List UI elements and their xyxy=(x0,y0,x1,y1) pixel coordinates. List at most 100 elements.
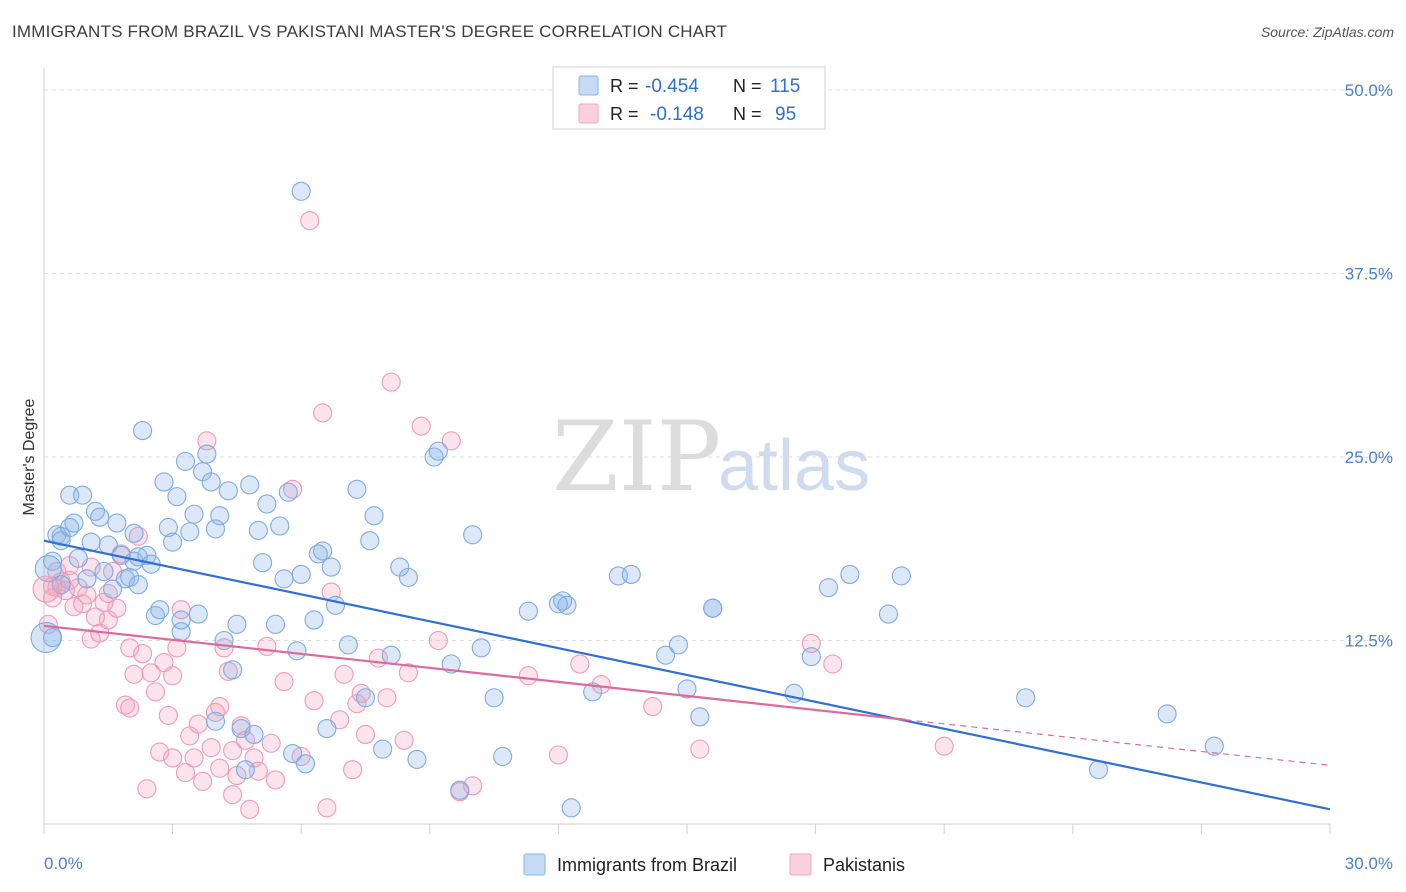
brazil-point xyxy=(240,475,260,495)
brazil-point xyxy=(493,746,513,767)
brazil-point xyxy=(338,635,358,655)
pakistani-point xyxy=(158,705,178,725)
legend-swatch-pakistanis xyxy=(578,103,599,124)
brazil-point xyxy=(360,531,380,551)
pakistani-point xyxy=(197,431,217,451)
brazil-point xyxy=(158,517,178,538)
pakistani-point xyxy=(188,714,208,734)
brazil-point xyxy=(253,553,273,573)
brazil-point xyxy=(321,557,341,577)
pakistani-point xyxy=(141,663,161,683)
brazil-point xyxy=(313,541,333,561)
brazil-point xyxy=(180,522,200,542)
pakistani-point xyxy=(175,763,196,783)
brazil-point xyxy=(891,566,911,586)
pakistani-point xyxy=(184,748,204,768)
brazil-point xyxy=(656,645,676,665)
brazil-point xyxy=(283,743,303,764)
brazil-point xyxy=(244,724,264,745)
brazil-point xyxy=(94,561,114,582)
legend-r-value-2: -0.148 xyxy=(650,104,704,125)
pakistani-point xyxy=(257,636,277,656)
brazil-point xyxy=(163,532,183,552)
watermark: ZIP atlas xyxy=(552,401,870,513)
pakistani-point xyxy=(107,598,127,618)
pakistani-point xyxy=(120,698,140,718)
brazil-point xyxy=(1157,704,1177,724)
pakistani-point xyxy=(32,575,60,603)
brazil-point xyxy=(43,551,63,571)
pakistani-point xyxy=(193,771,213,791)
pakistani-point xyxy=(124,664,144,684)
brazil-point xyxy=(68,548,88,568)
stats-legend: R = -0.454 N = 115 R = -0.148 N = 95 xyxy=(552,66,826,130)
pakistani-point xyxy=(167,638,187,658)
brazil-point xyxy=(373,739,393,759)
pakistani-point xyxy=(210,758,230,778)
brazil-point xyxy=(218,481,238,501)
brazil-point xyxy=(428,441,448,461)
pakistani-point xyxy=(261,733,281,753)
pakistani-point xyxy=(428,630,448,651)
pakistani-point xyxy=(300,211,320,231)
pakistani-point xyxy=(133,644,153,664)
pakistani-point xyxy=(381,372,401,392)
pakistani-point xyxy=(163,666,183,686)
brazil-point xyxy=(621,564,641,584)
brazil-point xyxy=(1016,688,1036,708)
brazil-point xyxy=(801,647,821,667)
brazil-point xyxy=(107,513,127,533)
pakistani-point xyxy=(145,682,166,702)
brazil-point xyxy=(441,654,461,674)
pakistani-trend-line xyxy=(43,624,906,721)
legend-n-label-2: N = xyxy=(733,104,762,124)
brazil-point xyxy=(278,482,298,502)
brazil-point xyxy=(407,749,427,769)
brazil-point xyxy=(878,604,899,624)
brazil-point xyxy=(197,444,217,464)
pakistani-point xyxy=(411,416,431,436)
brazil-point xyxy=(124,523,144,543)
brazil-point xyxy=(133,421,153,441)
brazil-point xyxy=(51,575,71,595)
pakistani-point xyxy=(77,585,97,605)
brazil-point xyxy=(291,181,311,201)
brazil-point xyxy=(210,506,230,526)
brazil-point xyxy=(128,547,148,567)
brazil-point xyxy=(175,451,196,471)
pakistani-point xyxy=(570,654,590,674)
pakistani-point xyxy=(377,688,397,708)
watermark-atlas: atlas xyxy=(718,426,870,506)
brazil-point xyxy=(668,635,688,655)
brazil-point xyxy=(484,688,504,708)
brazil-point xyxy=(103,579,123,599)
brazil-point xyxy=(325,595,346,615)
legend-swatch-brazil xyxy=(578,75,599,96)
brazil-point xyxy=(154,472,174,492)
pakistani-point xyxy=(823,654,843,674)
legend-n-value-2: 95 xyxy=(775,104,796,125)
brazil-point xyxy=(347,479,367,499)
legend-r-label-2: R = xyxy=(610,104,639,124)
y-tick-label: 25.0% xyxy=(1345,448,1393,467)
series-swatch-brazil xyxy=(523,853,546,876)
pakistani-point xyxy=(441,431,461,451)
chart-title: IMMIGRANTS FROM BRAZIL VS PAKISTANI MAST… xyxy=(12,22,728,41)
brazil-point xyxy=(227,614,247,634)
brazil-point xyxy=(150,600,170,620)
pakistani-point xyxy=(73,594,93,614)
source-credit: Source: ZipAtlas.com xyxy=(1260,24,1394,40)
legend-n-value-1: 115 xyxy=(770,76,800,97)
brazil-point xyxy=(471,638,491,658)
pakistani-point xyxy=(201,738,221,758)
brazil-point xyxy=(304,610,324,630)
pakistani-point xyxy=(801,633,821,653)
pakistani-point xyxy=(394,730,414,750)
pakistani-point xyxy=(343,760,363,780)
brazil-point xyxy=(201,472,221,492)
series-swatch-pakistanis xyxy=(789,853,812,876)
pakistani-trend-extension xyxy=(905,719,1331,766)
brazil-point xyxy=(450,780,470,800)
brazil-point xyxy=(518,601,538,621)
brazil-point xyxy=(463,525,483,545)
